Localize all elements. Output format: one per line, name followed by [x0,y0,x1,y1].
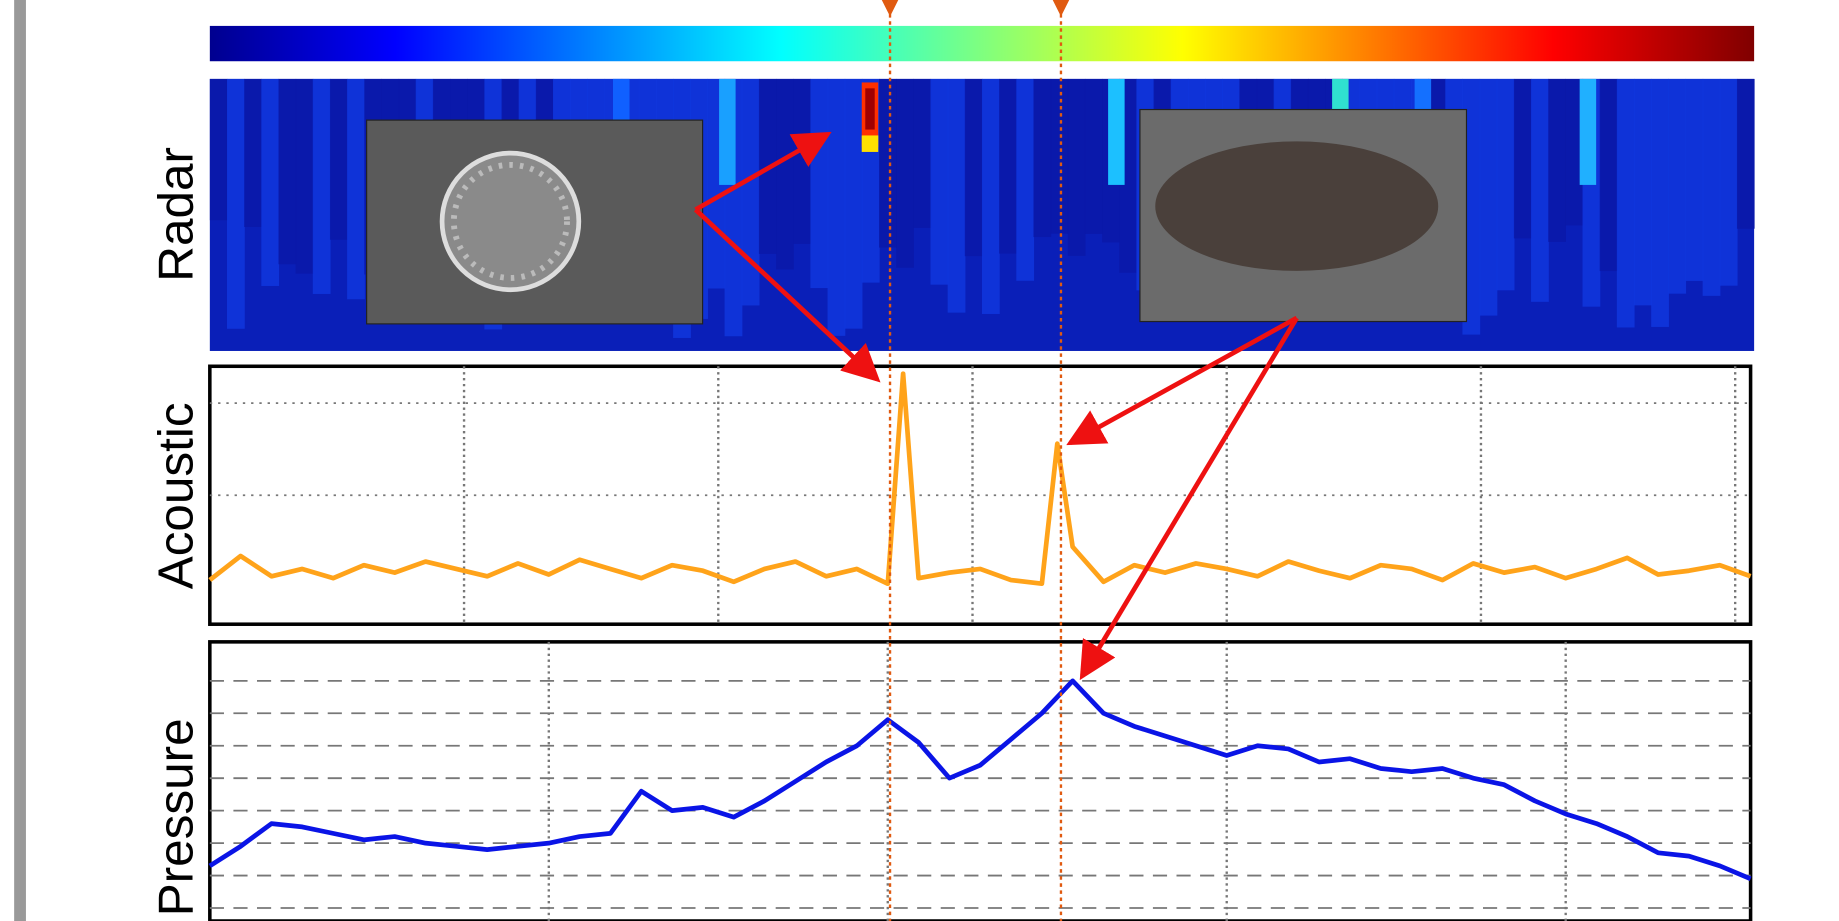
heat-hot [862,135,879,151]
heat-cell [965,79,983,256]
heat-cell [1703,79,1721,296]
heat-cell [879,79,897,248]
heat-cell [227,79,245,329]
heat-cell [1531,79,1549,302]
side-bar [14,0,26,921]
marker-head [1053,0,1070,16]
heat-cell [1580,79,1597,185]
heat-cell [948,79,966,313]
heat-cell [210,79,228,220]
heat-cell [1737,79,1755,229]
manhole-cover [442,153,579,290]
figure: Radar Acoustic Pressure [0,0,1839,921]
heat-cell [1051,79,1069,234]
heat-cell [999,79,1017,254]
heat-cell [1480,79,1498,316]
heat-cell [1085,79,1103,234]
pothole [1155,141,1438,271]
heat-cell [330,79,348,240]
colorbar [210,26,1754,61]
heat-cell [313,79,331,294]
heat-cell [1668,79,1686,294]
heat-cell [1068,79,1086,256]
heat-cell [931,79,949,285]
heat-cell [1651,79,1669,327]
acoustic-panel [210,366,1751,624]
heat-cell [1108,79,1125,185]
heat-cell [828,79,846,336]
heat-cell [719,79,736,185]
heat-cell [1600,79,1618,271]
heat-cell [1548,79,1566,242]
heat-cell [1685,79,1703,281]
heat-cell [1617,79,1635,328]
heat-cell [347,79,365,299]
heat-cell [261,79,279,286]
panel-label: Acoustic [148,402,203,589]
heat-cell [845,79,863,329]
panel-label: Pressure [148,718,203,916]
heat-cell [1016,79,1034,281]
heat-cell [810,79,828,288]
heat-hot [865,88,874,129]
heat-cell [1497,79,1515,290]
heat-cell [793,79,811,244]
heat-cell [1033,79,1051,237]
heat-cell [742,79,760,306]
heat-cell [982,79,1000,314]
heat-cell [244,79,262,227]
heat-cell [896,79,914,268]
pressure-panel [210,642,1751,921]
heat-cell [296,79,314,274]
heat-cell [776,79,794,270]
panel-label: Radar [148,147,203,282]
heat-cell [1514,79,1532,238]
heat-cell [913,79,931,228]
heat-cell [1634,79,1652,305]
heat-cell [1720,79,1738,286]
plot-area [210,642,1751,921]
marker-head [882,0,899,16]
heat-cell [278,79,296,264]
